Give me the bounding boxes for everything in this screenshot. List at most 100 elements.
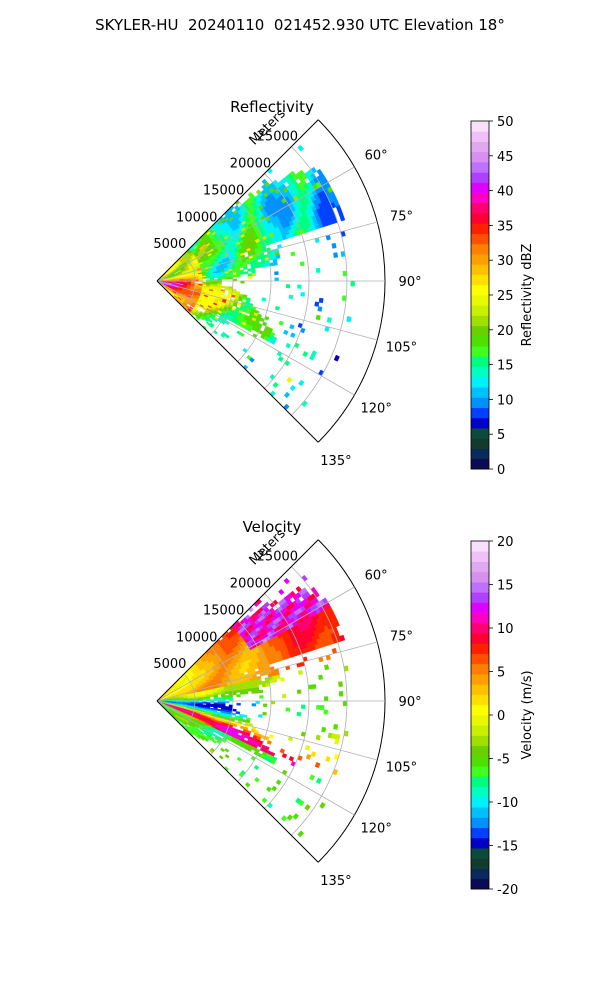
- radar-cell: [194, 304, 200, 309]
- azimuth-tick-label: 105°: [386, 761, 417, 776]
- radar-cell: [217, 705, 222, 708]
- radar-cell: [283, 403, 290, 411]
- colorbar-swatch: [471, 858, 489, 869]
- radar-cell: [202, 701, 207, 704]
- azimuth-tick-label: 60°: [365, 148, 388, 163]
- azimuth-tick-label: 75°: [390, 629, 413, 644]
- radar-cell: [325, 755, 331, 763]
- radar-cell: [317, 306, 323, 312]
- radar-cell: [245, 261, 251, 265]
- radar-cell: [314, 301, 320, 307]
- radar-cell: [278, 588, 285, 596]
- colorbar-tick-label: -20: [497, 883, 518, 898]
- radar-cell: [247, 273, 253, 277]
- radar-cell: [309, 354, 316, 361]
- radar-cell: [217, 692, 222, 695]
- colorbar-swatch: [471, 151, 489, 163]
- colorbar-tick-label: 15: [497, 359, 514, 374]
- radial-tick-label: 15000: [203, 603, 244, 618]
- radar-cell: [309, 774, 316, 781]
- radar-cell: [218, 755, 224, 760]
- colorbar-tick-label: 10: [497, 622, 514, 637]
- colorbar-tick-label: 5: [497, 666, 505, 681]
- radar-cell: [283, 391, 291, 399]
- azimuth-spoke: [156, 586, 355, 702]
- radar-cell: [203, 737, 209, 742]
- colorbar-tick-label: 0: [497, 463, 505, 478]
- radar-cell: [270, 759, 276, 765]
- colorbar-tick-label: 20: [497, 324, 514, 339]
- radar-cell: [236, 274, 241, 278]
- radar-cell: [315, 267, 321, 273]
- radar-cell: [298, 379, 305, 387]
- colorbar-tick-label: 20: [497, 535, 514, 550]
- colorbar-swatch: [471, 448, 489, 460]
- radar-cell: [333, 354, 340, 362]
- radar-cell: [255, 700, 260, 704]
- colorbar-swatch: [471, 284, 489, 296]
- colorbar-swatch: [471, 766, 489, 777]
- colorbar-tick-label: 10: [497, 393, 514, 408]
- colorbar-swatch: [471, 694, 489, 706]
- colorbar-swatch: [471, 305, 489, 316]
- colorbar-swatch: [471, 223, 489, 234]
- radar-cell: [272, 381, 279, 389]
- azimuth-tick-label: 90°: [399, 275, 422, 290]
- radar-cell: [232, 274, 237, 278]
- radar-cell: [247, 275, 253, 279]
- radar-cell: [305, 754, 312, 760]
- radar-cell: [251, 690, 256, 694]
- radar-cell: [243, 271, 249, 275]
- colorbar-swatch: [471, 633, 489, 644]
- radar-cell: [221, 285, 226, 289]
- azimuth-tick-label: 135°: [320, 874, 351, 889]
- colorbar-swatch: [471, 704, 489, 716]
- radar-cell: [278, 320, 284, 326]
- colorbar-tick-label: 30: [497, 254, 514, 269]
- colorbar-swatch: [471, 387, 489, 398]
- colorbar-swatch: [471, 417, 489, 429]
- radar-cell: [318, 674, 323, 680]
- radar-cell: [318, 297, 324, 304]
- radar-cell: [324, 664, 330, 671]
- colorbar-swatch: [471, 202, 489, 214]
- radar-cell: [200, 316, 205, 321]
- radar-cell: [270, 339, 276, 345]
- radar-cell: [236, 694, 241, 698]
- sector-edge: [156, 539, 319, 702]
- radar-cell: [207, 318, 213, 323]
- colorbar-swatch: [471, 715, 489, 726]
- radar-cell: [315, 734, 321, 741]
- radar-cell: [225, 277, 230, 280]
- radar-cell: [261, 297, 267, 302]
- radar-cell: [296, 689, 302, 694]
- colorbar-swatch: [471, 848, 489, 859]
- colorbar-swatch: [471, 428, 489, 439]
- colorbar-swatch: [471, 674, 489, 685]
- radar-cell: [254, 777, 260, 783]
- radar-cell: [339, 214, 346, 222]
- colorbar-tick-label: 5: [497, 428, 505, 443]
- radar-cell: [246, 327, 253, 333]
- radar-cell: [220, 747, 225, 753]
- radar-cell: [270, 700, 276, 705]
- colorbar-swatch: [471, 458, 489, 470]
- colorbar-swatch: [471, 121, 489, 132]
- colorbar-swatch: [471, 264, 489, 275]
- radar-cell: [238, 264, 244, 269]
- radar-cell: [228, 696, 234, 700]
- radial-tick-label: 20000: [230, 577, 271, 592]
- radar-cell: [315, 777, 322, 785]
- radar-cell: [225, 697, 230, 700]
- colorbar-swatch: [471, 561, 489, 573]
- radar-cell: [261, 683, 267, 688]
- colorbar-tick-label: -10: [497, 796, 518, 811]
- colorbar-swatch: [471, 366, 489, 378]
- colorbar-swatch: [471, 335, 489, 347]
- colorbar-swatch: [471, 684, 489, 695]
- radar-cell: [258, 714, 263, 718]
- colorbar-swatch: [471, 868, 489, 880]
- radar-cell: [200, 736, 205, 741]
- radar-cell: [261, 263, 267, 268]
- polar-grid: [156, 119, 386, 443]
